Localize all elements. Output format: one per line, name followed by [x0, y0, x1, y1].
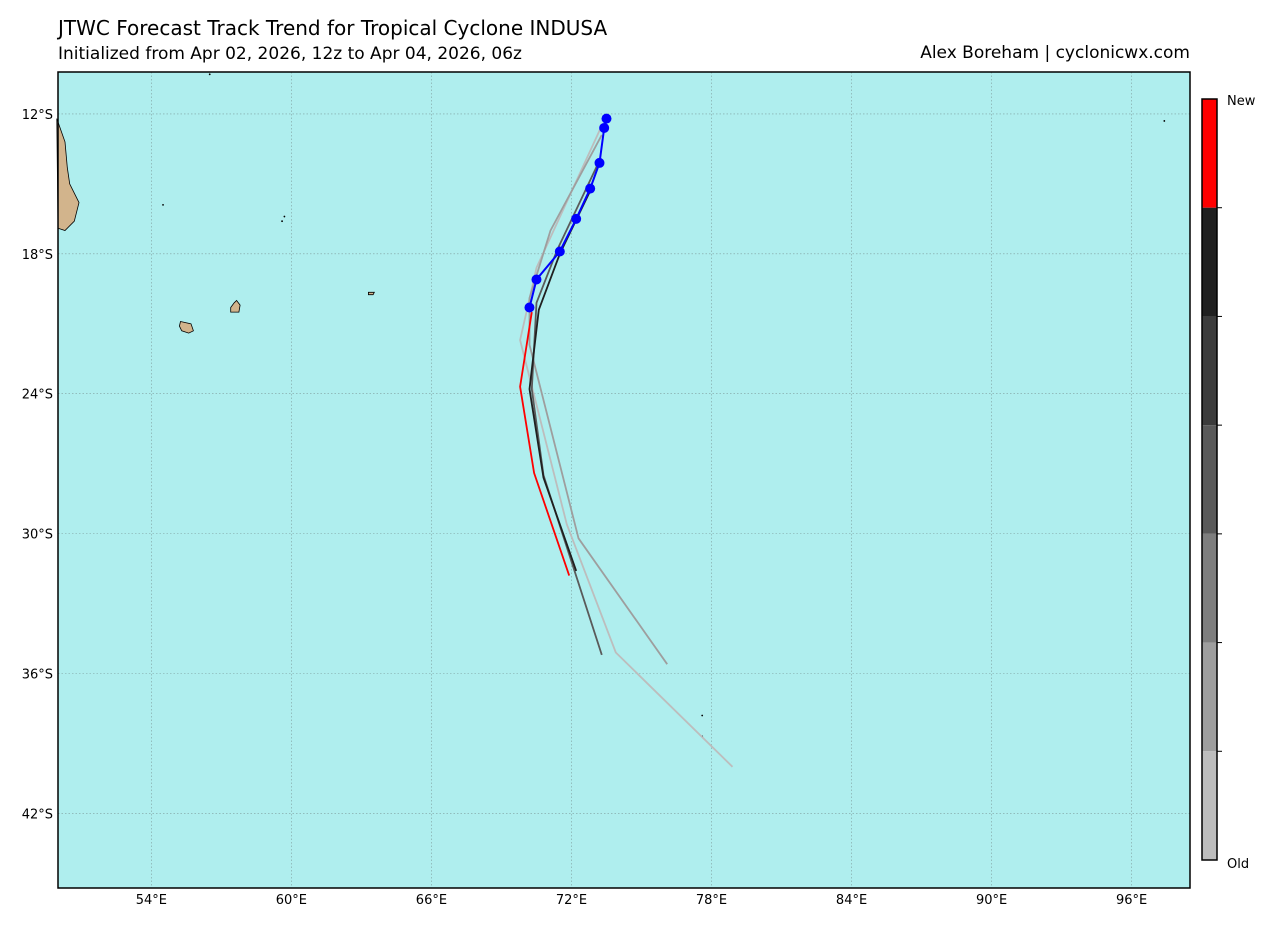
colorbar: New Old — [1201, 94, 1256, 872]
best-track-point — [571, 213, 582, 224]
land-polygon — [178, 321, 194, 334]
forecast-track-line — [519, 125, 734, 768]
land-layer — [56, 73, 1166, 738]
map-title: JTWC Forecast Track Trend for Tropical C… — [58, 16, 608, 40]
colorbar-label-old: Old — [1227, 857, 1249, 872]
x-tick-label: 78°E — [696, 893, 727, 908]
colorbar-segment — [1202, 316, 1217, 426]
island-speck — [162, 203, 164, 206]
colorbar-segment — [1202, 642, 1217, 752]
map-frame — [57, 71, 1191, 889]
ocean-background — [58, 72, 1190, 888]
best-track-point — [585, 183, 596, 194]
best-track-point — [531, 274, 542, 285]
land-polygon — [230, 299, 241, 313]
best-track-points — [524, 113, 612, 313]
colorbar-segment — [1202, 207, 1217, 317]
best-track-point — [524, 302, 535, 313]
x-tick-label: 96°E — [1116, 893, 1147, 908]
credit-text: Alex Boreham | cyclonicwx.com — [920, 43, 1190, 63]
colorbar-segment — [1202, 425, 1217, 534]
gridlines — [58, 72, 1190, 888]
land-polygon — [367, 291, 375, 296]
tracks-layer — [519, 118, 734, 768]
x-tick-label: 54°E — [136, 893, 167, 908]
forecast-track-line — [519, 311, 571, 576]
island-speck — [208, 73, 211, 76]
island-speck — [281, 220, 283, 223]
map-subtitle: Initialized from Apr 02, 2026, 12z to Ap… — [58, 44, 522, 64]
colorbar-segment — [1202, 751, 1217, 860]
x-tick-label: 60°E — [276, 893, 307, 908]
x-tick-label: 72°E — [556, 893, 587, 908]
best-track-point — [599, 122, 610, 133]
best-track-point — [554, 246, 565, 257]
island-speck — [283, 215, 286, 218]
y-tick-label: 18°S — [22, 248, 53, 263]
axis-ticks: 54°E 60°E 66°E 72°E 78°E 84°E 90°E 96°E 12°S 18°S… — [22, 108, 1148, 908]
x-tick-label: 84°E — [836, 893, 867, 908]
island-speck — [1163, 120, 1166, 122]
y-tick-label: 30°S — [22, 528, 53, 543]
land-polygon — [56, 118, 80, 231]
x-tick-label: 66°E — [416, 893, 447, 908]
colorbar-segment — [1202, 99, 1217, 208]
best-track-point — [601, 113, 612, 124]
colorbar-frame — [1201, 98, 1218, 861]
best-track-point — [594, 157, 605, 168]
y-tick-label: 12°S — [22, 108, 53, 123]
y-tick-label: 36°S — [22, 668, 53, 683]
best-track-line — [528, 118, 608, 308]
y-tick-label: 24°S — [22, 388, 53, 403]
colorbar-label-new: New — [1227, 94, 1256, 109]
y-tick-label: 42°S — [22, 807, 53, 822]
colorbar-segment — [1202, 533, 1217, 643]
x-tick-label: 90°E — [976, 893, 1007, 908]
island-speck — [701, 714, 704, 717]
